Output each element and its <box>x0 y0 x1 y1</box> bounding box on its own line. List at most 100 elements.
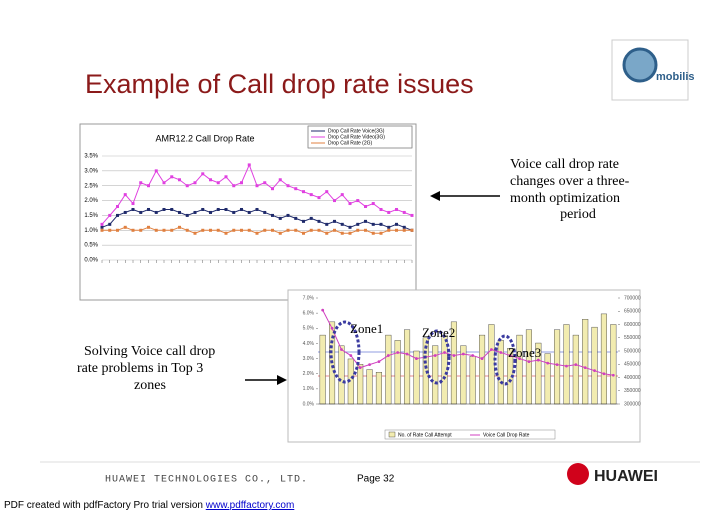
y2-tick-label: 350000 <box>624 388 641 394</box>
point <box>402 228 406 232</box>
note-line: zones <box>134 378 166 393</box>
huawei-logo: HUAWEI <box>567 463 658 485</box>
footer-company: HUAWEI TECHNOLOGIES CO., LTD. <box>105 475 308 486</box>
point <box>379 207 383 211</box>
logo: mobilis <box>611 39 695 101</box>
point <box>395 207 398 211</box>
y2-tick-label: 550000 <box>624 335 641 341</box>
point <box>333 219 336 223</box>
point <box>240 207 243 211</box>
point <box>278 178 282 182</box>
point <box>317 219 321 223</box>
point <box>263 228 267 232</box>
point <box>499 351 503 354</box>
point <box>325 231 329 235</box>
y-tick-label: 0.0% <box>303 401 315 407</box>
point <box>123 210 127 214</box>
point <box>386 354 390 357</box>
y-tick-label: 1.0% <box>84 228 98 234</box>
point <box>371 202 375 206</box>
point <box>271 228 274 232</box>
bar <box>600 313 607 405</box>
point <box>193 231 197 235</box>
bar <box>385 334 392 405</box>
bar <box>544 353 551 405</box>
y-tick-label: 3.0% <box>84 168 98 174</box>
point <box>555 363 559 367</box>
y-tick-label: 0.0% <box>84 258 98 264</box>
y-tick-label: 6.0% <box>303 310 315 316</box>
point <box>358 366 362 370</box>
point <box>139 181 143 185</box>
point <box>471 354 475 357</box>
point <box>348 225 352 229</box>
point <box>286 213 290 217</box>
left-note: Solving Voice call drop rate problems in… <box>77 344 215 393</box>
legend-label: Drop Call Rate Voice(3G) <box>328 128 385 134</box>
note-line: rate problems in Top 3 <box>77 361 203 376</box>
point <box>116 205 119 209</box>
zone-ellipse <box>493 334 517 386</box>
point <box>309 228 313 232</box>
y-tick-label: 3.5% <box>84 154 98 160</box>
point <box>340 193 344 197</box>
point <box>201 172 205 176</box>
point <box>583 366 587 370</box>
point <box>263 181 267 185</box>
pdf-note: PDF created with pdfFactory Pro trial ve… <box>4 500 294 511</box>
point <box>154 228 158 232</box>
point <box>286 184 290 188</box>
point <box>387 210 391 214</box>
bar <box>357 364 364 405</box>
point <box>402 210 406 214</box>
logo-text: mobilis <box>656 71 695 83</box>
legend-swatch <box>388 431 396 438</box>
point <box>433 354 437 357</box>
point <box>201 207 205 211</box>
point <box>302 219 305 223</box>
point <box>108 213 112 217</box>
point <box>309 216 313 220</box>
bar <box>404 329 411 405</box>
zone-ellipse <box>329 320 361 384</box>
point <box>395 228 398 232</box>
point <box>302 231 305 235</box>
y2-tick-label: 300000 <box>624 401 641 407</box>
chart-zones: 0.0% 1.0% 2.0% 3.0% 4.0% 5.0% 6.0% 7.0% 300000 35… <box>287 289 641 443</box>
point <box>309 193 313 197</box>
legend-label: Voice Call Drop Rate <box>483 432 530 438</box>
point <box>611 373 615 377</box>
point <box>247 210 251 214</box>
legend-label: Drop Call Rate Video(3G) <box>328 134 385 140</box>
point <box>170 175 174 179</box>
point <box>368 363 371 367</box>
point <box>379 231 383 235</box>
chart-title: AMR12.2 Call Drop Rate <box>155 133 254 143</box>
point <box>415 357 418 360</box>
point <box>162 181 166 185</box>
bar <box>488 324 495 405</box>
y-tick-label: 2.0% <box>303 371 315 377</box>
bar <box>591 326 598 405</box>
point <box>240 181 243 185</box>
point <box>232 184 236 188</box>
bar <box>554 329 561 405</box>
point <box>123 225 127 229</box>
bar <box>497 340 504 405</box>
bar <box>375 372 382 405</box>
point <box>209 210 212 214</box>
point <box>356 228 360 232</box>
point <box>154 210 158 214</box>
point <box>364 228 367 232</box>
point <box>602 372 606 376</box>
point <box>123 193 127 197</box>
pdf-link[interactable]: www.pdffactory.com <box>205 500 295 511</box>
point <box>410 228 414 232</box>
point <box>527 360 531 363</box>
point <box>193 181 197 185</box>
point <box>348 231 352 235</box>
point <box>170 228 174 232</box>
point <box>461 352 465 356</box>
huawei-text: HUAWEI <box>594 468 658 485</box>
point <box>108 222 112 226</box>
